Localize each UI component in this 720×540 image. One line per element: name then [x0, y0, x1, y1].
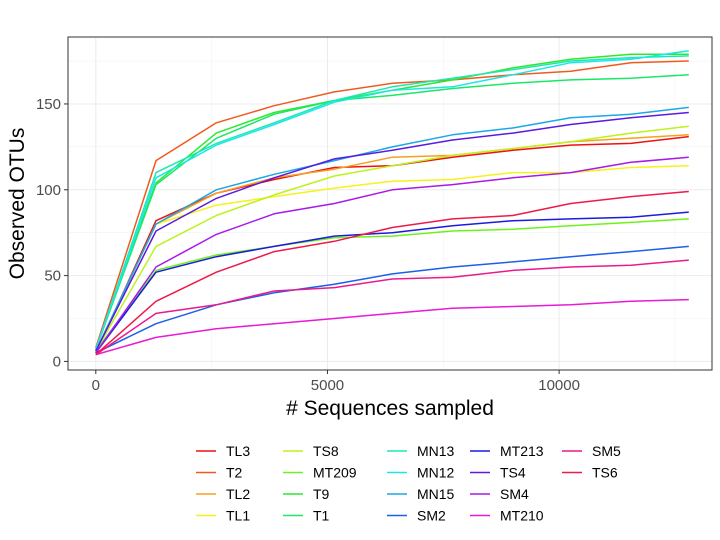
y-tick-label: 100	[36, 182, 61, 199]
series-line-t2	[95, 60, 689, 348]
series-line-mn13	[95, 55, 689, 350]
legend-label: MN15	[417, 486, 455, 502]
legend-item-tl1: TL1	[196, 508, 250, 524]
legend-label: T9	[313, 486, 330, 502]
legend-label: MN13	[417, 443, 455, 459]
series-lines	[95, 49, 689, 356]
legend-item-mn12: MN12	[387, 465, 455, 481]
legend-item-mt209: MT209	[283, 465, 357, 481]
x-axis-title: # Sequences sampled	[286, 397, 494, 420]
legend-label: SM4	[500, 486, 529, 502]
legend-item-mn15: MN15	[387, 486, 455, 502]
y-tick-label: 150	[36, 96, 61, 113]
legend-item-tl3: TL3	[196, 443, 250, 459]
legend-item-sm4: SM4	[470, 486, 529, 502]
legend-label: TL2	[226, 486, 250, 502]
legend: TL3 T2 TL2 TL1 TS8 MT209 T9 T1 MN13 MN12 MN15 SM2 MT…	[196, 443, 621, 524]
series-line-mn12	[95, 49, 689, 350]
legend-item-mn13: MN13	[387, 443, 455, 459]
legend-label: TS8	[313, 443, 339, 459]
plot-background	[68, 37, 712, 370]
plot-panel	[68, 37, 712, 370]
y-axis-title: Observed OTUs	[6, 128, 29, 280]
plot-border	[67, 36, 713, 371]
series-line-sm4	[95, 156, 689, 354]
panel-border-rect	[67, 36, 713, 371]
legend-item-sm2: SM2	[387, 508, 446, 524]
series-line-ts6	[95, 190, 689, 356]
y-tick-label: 50	[44, 268, 61, 285]
legend-item-sm5: SM5	[562, 443, 621, 459]
legend-item-t2: T2	[196, 465, 243, 481]
axes: 0 5000 10000 0 50 100 150	[36, 96, 580, 394]
legend-label: T2	[226, 465, 243, 481]
x-tick-label: 0	[92, 377, 100, 394]
series-line-tl2	[95, 134, 689, 352]
series-line-mt209	[95, 218, 689, 352]
y-tick-label: 0	[53, 353, 61, 370]
legend-label: SM5	[592, 443, 621, 459]
legend-item-ts4: TS4	[470, 465, 526, 481]
legend-item-ts6: TS6	[562, 465, 618, 481]
x-tick-label: 10000	[538, 377, 580, 394]
legend-label: MN12	[417, 465, 455, 481]
grid-lines	[68, 37, 712, 370]
legend-item-t1: T1	[283, 508, 330, 524]
legend-item-mt213: MT213	[470, 443, 544, 459]
legend-label: MT209	[313, 465, 357, 481]
series-line-sm5	[95, 259, 689, 356]
series-line-ts8	[95, 125, 689, 352]
legend-label: TL3	[226, 443, 250, 459]
legend-label: TL1	[226, 508, 250, 524]
legend-item-ts8: TS8	[283, 443, 339, 459]
legend-item-tl2: TL2	[196, 486, 250, 502]
series-line-mn15	[95, 106, 689, 352]
legend-item-mt210: MT210	[470, 508, 544, 524]
series-line-sm2	[95, 245, 689, 354]
legend-label: T1	[313, 508, 330, 524]
legend-item-t9: T9	[283, 486, 330, 502]
legend-label: TS4	[500, 465, 526, 481]
legend-label: MT210	[500, 508, 544, 524]
legend-label: SM2	[417, 508, 446, 524]
series-line-mt213	[95, 211, 689, 354]
legend-label: MT213	[500, 443, 544, 459]
series-line-mt210	[95, 298, 689, 356]
series-line-ts4	[95, 111, 689, 352]
x-tick-label: 5000	[311, 377, 344, 394]
series-line-tl1	[95, 164, 689, 354]
legend-label: TS6	[592, 465, 618, 481]
